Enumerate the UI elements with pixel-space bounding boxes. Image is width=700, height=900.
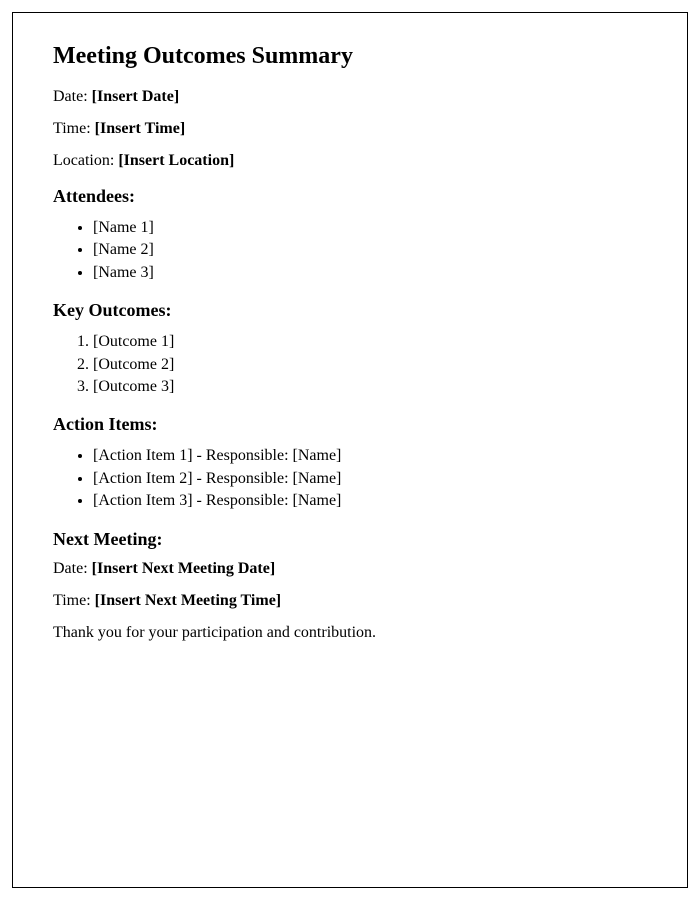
list-item: [Outcome 3] (93, 376, 647, 398)
date-value: [Insert Date] (92, 88, 180, 105)
next-date-line: Date: [Insert Next Meeting Date] (53, 560, 647, 578)
actions-list: [Action Item 1] - Responsible: [Name] [A… (93, 445, 647, 512)
outcomes-list: [Outcome 1] [Outcome 2] [Outcome 3] (93, 331, 647, 398)
date-label: Date: (53, 88, 92, 105)
location-label: Location: (53, 152, 118, 169)
outcomes-heading: Key Outcomes: (53, 300, 647, 321)
attendees-list: [Name 1] [Name 2] [Name 3] (93, 217, 647, 284)
location-line: Location: [Insert Location] (53, 152, 647, 170)
next-meeting-heading: Next Meeting: (53, 529, 647, 550)
document-page: Meeting Outcomes Summary Date: [Insert D… (12, 12, 688, 888)
list-item: [Name 2] (93, 239, 647, 261)
time-line: Time: [Insert Time] (53, 120, 647, 138)
next-time-value: [Insert Next Meeting Time] (95, 592, 281, 609)
attendees-heading: Attendees: (53, 186, 647, 207)
next-date-value: [Insert Next Meeting Date] (92, 560, 275, 577)
actions-heading: Action Items: (53, 414, 647, 435)
location-value: [Insert Location] (118, 152, 234, 169)
page-title: Meeting Outcomes Summary (53, 43, 647, 70)
next-time-line: Time: [Insert Next Meeting Time] (53, 592, 647, 610)
list-item: [Action Item 2] - Responsible: [Name] (93, 468, 647, 490)
list-item: [Outcome 2] (93, 354, 647, 376)
next-date-label: Date: (53, 560, 92, 577)
time-value: [Insert Time] (95, 120, 186, 137)
closing-text: Thank you for your participation and con… (53, 624, 647, 642)
list-item: [Name 1] (93, 217, 647, 239)
next-time-label: Time: (53, 592, 95, 609)
list-item: [Outcome 1] (93, 331, 647, 353)
time-label: Time: (53, 120, 95, 137)
list-item: [Action Item 3] - Responsible: [Name] (93, 490, 647, 512)
list-item: [Action Item 1] - Responsible: [Name] (93, 445, 647, 467)
date-line: Date: [Insert Date] (53, 88, 647, 106)
list-item: [Name 3] (93, 262, 647, 284)
